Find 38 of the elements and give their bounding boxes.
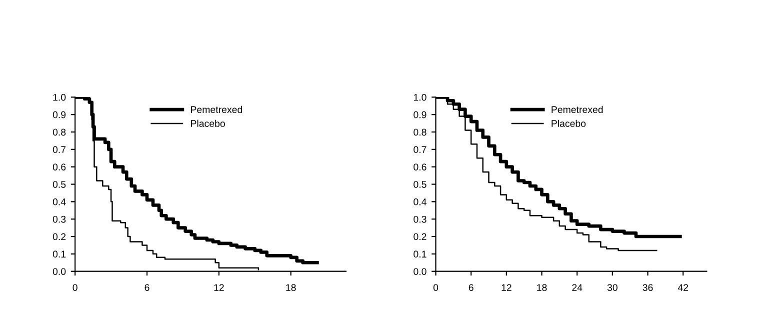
x-tick-label: 6	[144, 284, 150, 291]
y-tick-label: 0.5	[414, 180, 426, 188]
x-tick-label: 36	[642, 284, 653, 291]
y-tick-label: 0.4	[414, 198, 426, 206]
y-tick-label: 0.3	[414, 216, 426, 223]
y-tick-label: 0.5	[52, 180, 66, 188]
legend-label: Placebo	[191, 120, 225, 127]
y-tick-label: 0.6	[52, 164, 66, 170]
y-tick-label: 0.7	[414, 146, 426, 154]
x-tick-label: 6	[468, 284, 474, 291]
legend-label: Pemetrexed	[191, 106, 242, 114]
y-tick-label: 0.2	[52, 233, 66, 240]
x-tick-label: 24	[572, 284, 582, 291]
y-tick-label: 0.8	[414, 128, 426, 136]
x-tick-label: 0	[433, 284, 438, 291]
x-tick-label: 12	[502, 284, 512, 291]
x-tick-label: 12	[214, 284, 224, 291]
legend-label: Placebo	[552, 120, 586, 127]
y-tick-label: 0.0	[414, 268, 426, 275]
y-tick-label: 0.1	[52, 250, 66, 258]
y-tick-label: 1.0	[414, 94, 426, 101]
y-tick-label: 0.7	[52, 146, 66, 154]
x-tick-label: 30	[607, 284, 618, 291]
legend-label: Pemetrexed	[552, 106, 603, 114]
y-tick-label: 0.0	[52, 268, 66, 275]
y-tick-label: 0.3	[52, 216, 66, 223]
y-tick-label: 0.1	[414, 250, 426, 258]
y-tick-label: 0.4	[52, 198, 66, 206]
y-tick-label: 0.6	[414, 164, 426, 170]
x-tick-label: 18	[286, 284, 296, 291]
x-tick-label: 42	[678, 284, 688, 291]
x-tick-label: 0	[72, 284, 78, 291]
x-tick-label: 18	[537, 284, 547, 291]
y-tick-label: 0.9	[414, 111, 426, 118]
y-tick-label: 1.0	[53, 94, 66, 101]
y-tick-label: 0.9	[52, 111, 66, 118]
y-tick-label: 0.2	[414, 233, 426, 240]
y-tick-label: 0.8	[52, 128, 66, 136]
